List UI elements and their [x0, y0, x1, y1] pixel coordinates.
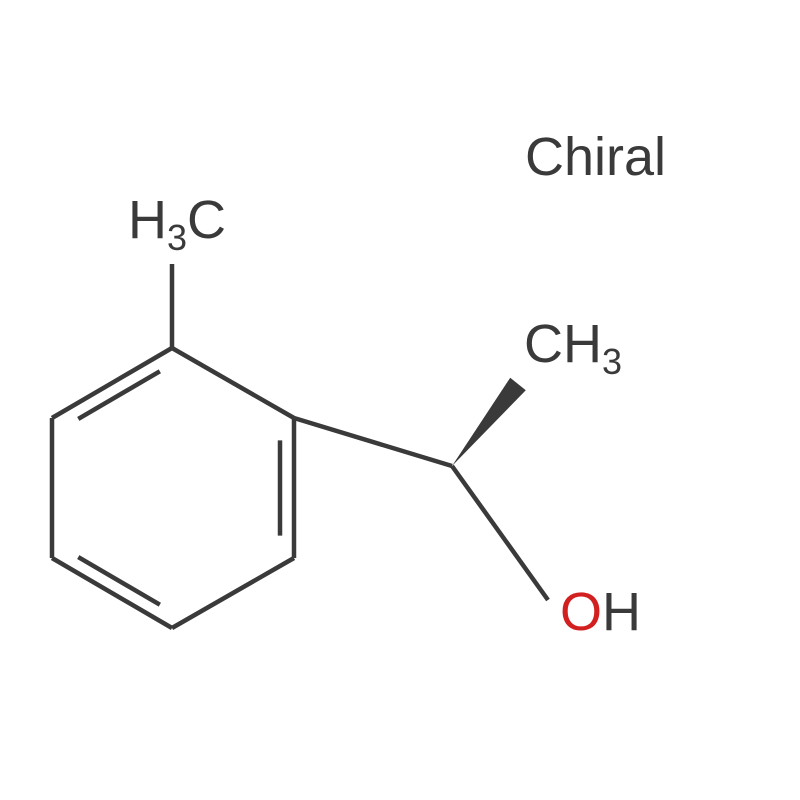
background	[0, 0, 800, 800]
label-oh: OH	[560, 582, 641, 642]
annotation-chiral: Chiral	[525, 127, 666, 187]
